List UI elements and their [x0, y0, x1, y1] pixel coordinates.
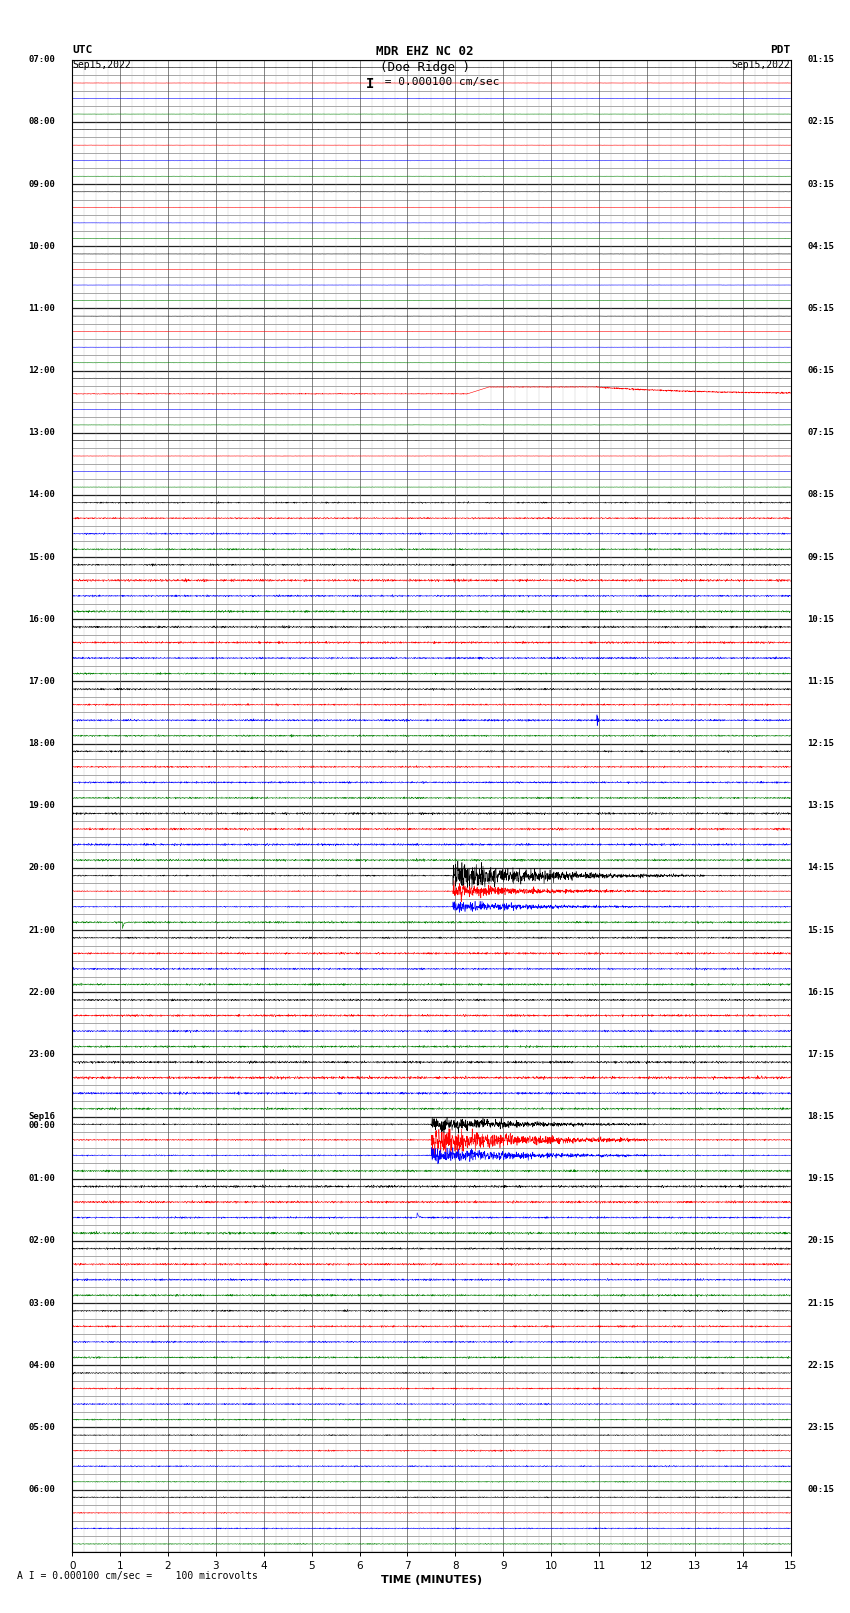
Text: 16:15: 16:15 [808, 987, 834, 997]
Text: 12:00: 12:00 [29, 366, 55, 374]
Text: PDT: PDT [770, 45, 790, 55]
Text: 20:00: 20:00 [29, 863, 55, 873]
Text: = 0.000100 cm/sec: = 0.000100 cm/sec [378, 77, 500, 87]
Text: 13:00: 13:00 [29, 427, 55, 437]
Text: 21:15: 21:15 [808, 1298, 834, 1308]
Text: 17:00: 17:00 [29, 677, 55, 686]
Text: 00:00: 00:00 [29, 1121, 55, 1129]
Text: 04:15: 04:15 [808, 242, 834, 250]
Text: 22:15: 22:15 [808, 1361, 834, 1369]
Text: 23:00: 23:00 [29, 1050, 55, 1058]
Text: 23:15: 23:15 [808, 1423, 834, 1432]
Text: 05:00: 05:00 [29, 1423, 55, 1432]
Text: 01:00: 01:00 [29, 1174, 55, 1184]
Text: 19:00: 19:00 [29, 802, 55, 810]
Text: 19:15: 19:15 [808, 1174, 834, 1184]
Text: 11:15: 11:15 [808, 677, 834, 686]
Text: 08:00: 08:00 [29, 118, 55, 126]
Text: A I = 0.000100 cm/sec =    100 microvolts: A I = 0.000100 cm/sec = 100 microvolts [17, 1571, 258, 1581]
Text: 00:15: 00:15 [808, 1486, 834, 1494]
Text: 18:15: 18:15 [808, 1111, 834, 1121]
Text: MDR EHZ NC 02: MDR EHZ NC 02 [377, 45, 473, 58]
Text: 15:00: 15:00 [29, 553, 55, 561]
Text: 07:15: 07:15 [808, 427, 834, 437]
Text: 05:15: 05:15 [808, 303, 834, 313]
X-axis label: TIME (MINUTES): TIME (MINUTES) [381, 1574, 482, 1586]
Text: 02:15: 02:15 [808, 118, 834, 126]
Text: 11:00: 11:00 [29, 303, 55, 313]
Text: I: I [366, 77, 374, 92]
Text: 03:00: 03:00 [29, 1298, 55, 1308]
Text: 12:15: 12:15 [808, 739, 834, 748]
Text: 07:00: 07:00 [29, 55, 55, 65]
Text: 06:00: 06:00 [29, 1486, 55, 1494]
Text: 03:15: 03:15 [808, 179, 834, 189]
Text: 01:15: 01:15 [808, 55, 834, 65]
Text: 04:00: 04:00 [29, 1361, 55, 1369]
Text: Sep16: Sep16 [29, 1111, 55, 1121]
Text: Sep15,2022: Sep15,2022 [72, 60, 131, 69]
Text: 09:15: 09:15 [808, 553, 834, 561]
Text: 18:00: 18:00 [29, 739, 55, 748]
Text: 10:00: 10:00 [29, 242, 55, 250]
Text: 14:15: 14:15 [808, 863, 834, 873]
Text: UTC: UTC [72, 45, 93, 55]
Text: 16:00: 16:00 [29, 615, 55, 624]
Text: 15:15: 15:15 [808, 926, 834, 934]
Text: (Doe Ridge ): (Doe Ridge ) [380, 61, 470, 74]
Text: 22:00: 22:00 [29, 987, 55, 997]
Text: 08:15: 08:15 [808, 490, 834, 500]
Text: 21:00: 21:00 [29, 926, 55, 934]
Text: 10:15: 10:15 [808, 615, 834, 624]
Text: 13:15: 13:15 [808, 802, 834, 810]
Text: 02:00: 02:00 [29, 1237, 55, 1245]
Text: Sep15,2022: Sep15,2022 [732, 60, 791, 69]
Text: 20:15: 20:15 [808, 1237, 834, 1245]
Text: 17:15: 17:15 [808, 1050, 834, 1058]
Text: 06:15: 06:15 [808, 366, 834, 374]
Text: 14:00: 14:00 [29, 490, 55, 500]
Text: 09:00: 09:00 [29, 179, 55, 189]
